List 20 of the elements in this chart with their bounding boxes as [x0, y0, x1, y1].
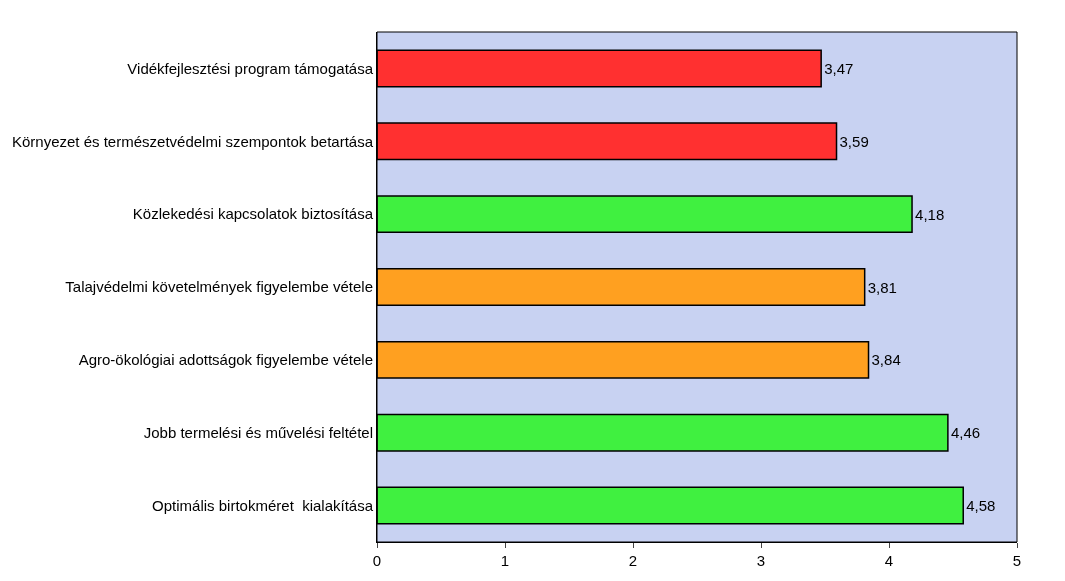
x-tick-label: 2: [628, 552, 638, 569]
data-label: 4,18: [915, 205, 945, 223]
x-tick-label: 5: [1012, 552, 1022, 569]
y-tick-label: Jobb termelési és művelési feltétel: [143, 423, 373, 441]
data-label: 3,84: [871, 351, 901, 369]
x-tick-label: 4: [884, 552, 894, 569]
data-label: 3,59: [839, 132, 869, 150]
data-label: 4,58: [966, 497, 996, 515]
x-tick-label: 0: [372, 552, 382, 569]
x-tick-label: 3: [756, 552, 766, 569]
y-tick-label: Közlekedési kapcsolatok biztosítása: [132, 205, 374, 223]
y-tick-label: Agro-ökológiai adottságok figyelembe vétele: [78, 351, 373, 369]
data-label: 4,46: [950, 424, 981, 442]
data-label: 3,47: [824, 59, 854, 77]
y-tick-label: Vidékfejlesztési program támogatása: [127, 59, 374, 77]
y-tick-label: Talajvédelmi követelmények figyelembe vétele: [65, 278, 373, 296]
x-tick-label: 1: [500, 552, 510, 569]
data-label: 3,81: [867, 278, 897, 296]
y-tick-label: Optimális birtokméret kialakítása: [152, 496, 374, 514]
y-tick-label: Környezet és természetvédelmi szempontok betartása: [11, 132, 374, 150]
